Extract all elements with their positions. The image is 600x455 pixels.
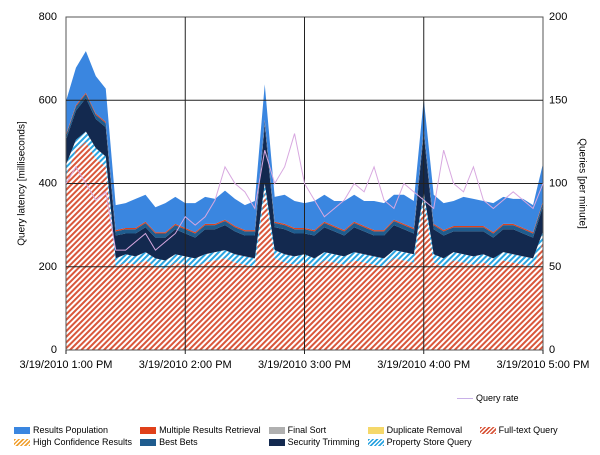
legend-swatch <box>268 438 285 446</box>
legend-property-store-query: Property Store Query <box>367 436 472 448</box>
legend-swatch <box>14 438 30 446</box>
legend-label: Security Trimming <box>287 437 360 447</box>
legend-final-sort: Final Sort <box>268 424 360 436</box>
legend-label: Full-text Query <box>498 425 558 435</box>
legend-swatch <box>140 438 157 446</box>
legend-label: High Confidence Results <box>33 437 133 447</box>
legend-label: Final Sort <box>287 425 327 435</box>
x-tick-label: 3/19/2010 1:00 PM <box>20 359 113 371</box>
y-tick-label: 600 <box>39 94 57 106</box>
legend-label: Results Population <box>33 425 109 435</box>
x-tick-label: 3/19/2010 4:00 PM <box>377 359 470 371</box>
legend-results-population: Results Population <box>14 424 132 436</box>
y-tick-label: 0 <box>51 344 57 356</box>
legend-best-bets: Best Bets <box>140 436 261 448</box>
query-rate-line <box>65 133 544 251</box>
legend-swatch <box>14 426 30 434</box>
x-tick-label: 3/19/2010 3:00 PM <box>258 359 351 371</box>
legend-duplicate-removal: Duplicate Removal <box>367 424 472 436</box>
y2-tick-label: 100 <box>549 178 567 190</box>
legend-label: Query rate <box>476 393 519 403</box>
legend-label: Duplicate Removal <box>386 425 463 435</box>
area-results-population <box>66 51 543 233</box>
y-axis-label: Query latency [milliseconds] <box>16 121 28 246</box>
legend-swatch <box>367 426 384 434</box>
legend-security-trimming: Security Trimming <box>268 436 360 448</box>
y2-tick-label: 200 <box>549 11 567 23</box>
y2-tick-label: 0 <box>549 344 555 356</box>
legend-swatch <box>457 397 473 399</box>
legend-high-confidence-results: High Confidence Results <box>14 436 132 448</box>
x-tick-label: 3/19/2010 5:00 PM <box>497 359 590 371</box>
y-tick-label: 400 <box>39 178 57 190</box>
legend-label: Multiple Results Retrieval <box>159 425 261 435</box>
legend-swatch <box>479 426 496 434</box>
y2-axis-label: Queries [per minute] <box>576 138 588 229</box>
legend-swatch <box>140 426 157 434</box>
legend-swatch <box>268 426 285 434</box>
legend-query-rate: Query rate <box>457 392 519 404</box>
y2-tick-label: 50 <box>549 261 561 273</box>
query-rate-line-group <box>65 133 544 251</box>
legend-full-text-query: Full-text Query <box>479 424 558 436</box>
legend-swatch <box>367 438 384 446</box>
x-tick-label: 3/19/2010 2:00 PM <box>139 359 232 371</box>
legend-label: Best Bets <box>159 437 198 447</box>
y-tick-label: 200 <box>39 261 57 273</box>
legend-label: Property Store Query <box>386 437 472 447</box>
y-tick-label: 800 <box>39 11 57 23</box>
ticks: 0 200 400 600 800 0 50 100 150 200 3/19/2010 1:00 … <box>20 11 590 371</box>
y2-tick-label: 150 <box>549 94 567 106</box>
legend: Results Population High Confidence Result… <box>14 424 558 448</box>
legend-multiple-results-retrieval: Multiple Results Retrieval <box>140 424 261 436</box>
